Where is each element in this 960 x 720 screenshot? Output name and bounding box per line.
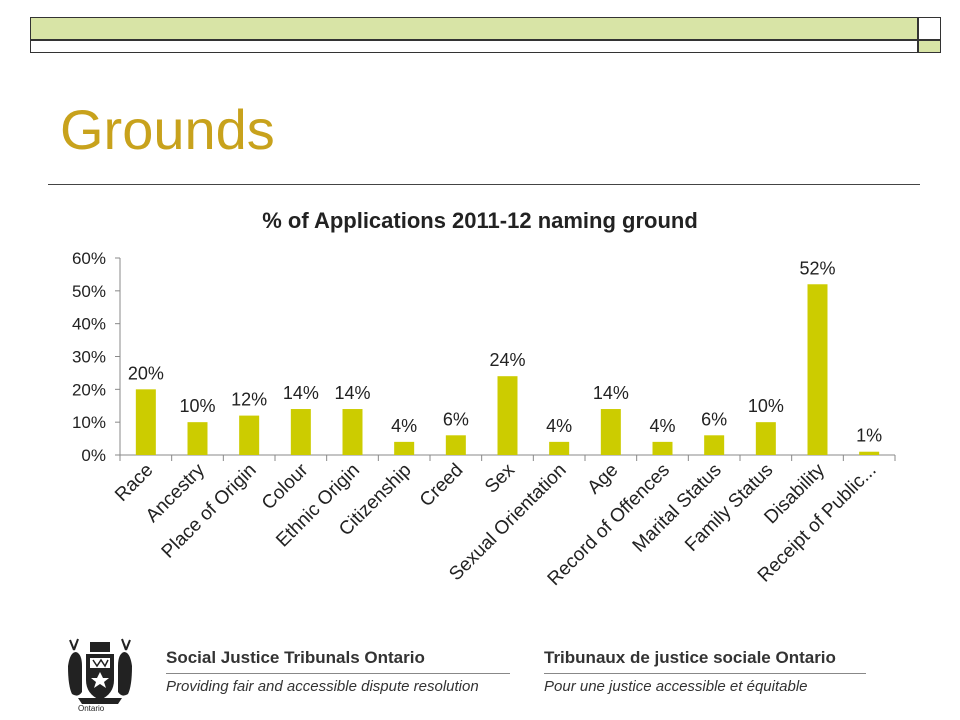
data-label: 14% (283, 383, 319, 403)
footer: Ontario Social Justice Tribunals Ontario… (0, 632, 960, 720)
header-decor-bar-top (30, 17, 918, 40)
page-title: Grounds (60, 98, 275, 161)
bar (135, 389, 156, 455)
bar (652, 441, 673, 455)
data-label: 52% (799, 258, 835, 278)
y-tick-label: 40% (72, 315, 106, 334)
footer-fr-title: Tribunaux de justice sociale Ontario (544, 648, 836, 667)
data-label: 6% (443, 409, 469, 429)
x-tick-label: Creed (416, 460, 467, 511)
x-tick-label: Sex (481, 459, 519, 497)
data-label: 20% (128, 363, 164, 383)
y-tick-label: 60% (72, 249, 106, 268)
data-label: 10% (748, 396, 784, 416)
bar (239, 415, 260, 455)
y-tick-label: 10% (72, 413, 106, 432)
footer-fr-rule (544, 673, 866, 674)
ontario-crest-icon (68, 638, 132, 704)
header-decor-square-top (918, 17, 941, 40)
footer-en-rule (166, 673, 510, 674)
bar (394, 441, 415, 455)
data-label: 6% (701, 409, 727, 429)
y-axis: 0% 10% 20% 30% 40% 50% 60% (72, 249, 121, 465)
data-label: 4% (391, 416, 417, 436)
data-label: 24% (489, 350, 525, 370)
y-tick-label: 20% (72, 380, 106, 399)
bar (549, 441, 570, 455)
data-label: 12% (231, 390, 267, 410)
footer-en-subtitle: Providing fair and accessible dispute re… (166, 678, 479, 695)
bar (342, 409, 363, 455)
bar (859, 451, 880, 455)
chart-title: % of Applications 2011-12 naming ground (262, 208, 698, 233)
y-tick-label: 0% (81, 446, 106, 465)
header-decor-square-bottom (918, 40, 941, 53)
x-tick-label: Place of Origin (158, 460, 261, 563)
crest-caption: Ontario (78, 704, 105, 713)
y-tick-label: 50% (72, 282, 106, 301)
bar (600, 409, 621, 455)
bar (290, 409, 311, 455)
x-tick-label: Race (111, 460, 157, 506)
y-tick-label: 30% (72, 348, 106, 367)
bar (497, 376, 518, 455)
bar (187, 422, 208, 455)
data-label: 14% (593, 383, 629, 403)
bar-series: 20% 10% 12% 14% 14% 4% 6% 24% 4% 14% 4% 6% 10% 52% 1% (128, 258, 882, 455)
footer-en-title: Social Justice Tribunals Ontario (166, 648, 425, 667)
data-label: 4% (649, 416, 675, 436)
data-label: 1% (856, 426, 882, 446)
bar-chart: % of Applications 2011-12 naming ground … (72, 208, 896, 590)
x-tick-label: Age (584, 460, 623, 499)
bar (807, 284, 828, 455)
data-label: 10% (179, 396, 215, 416)
header-decor-bar-bottom (30, 40, 918, 53)
bar (755, 422, 776, 455)
data-label: 4% (546, 416, 572, 436)
title-divider (48, 184, 920, 185)
bar (445, 435, 466, 455)
bar (704, 435, 725, 455)
footer-fr-subtitle: Pour une justice accessible et équitable (544, 678, 808, 695)
data-label: 14% (334, 383, 370, 403)
